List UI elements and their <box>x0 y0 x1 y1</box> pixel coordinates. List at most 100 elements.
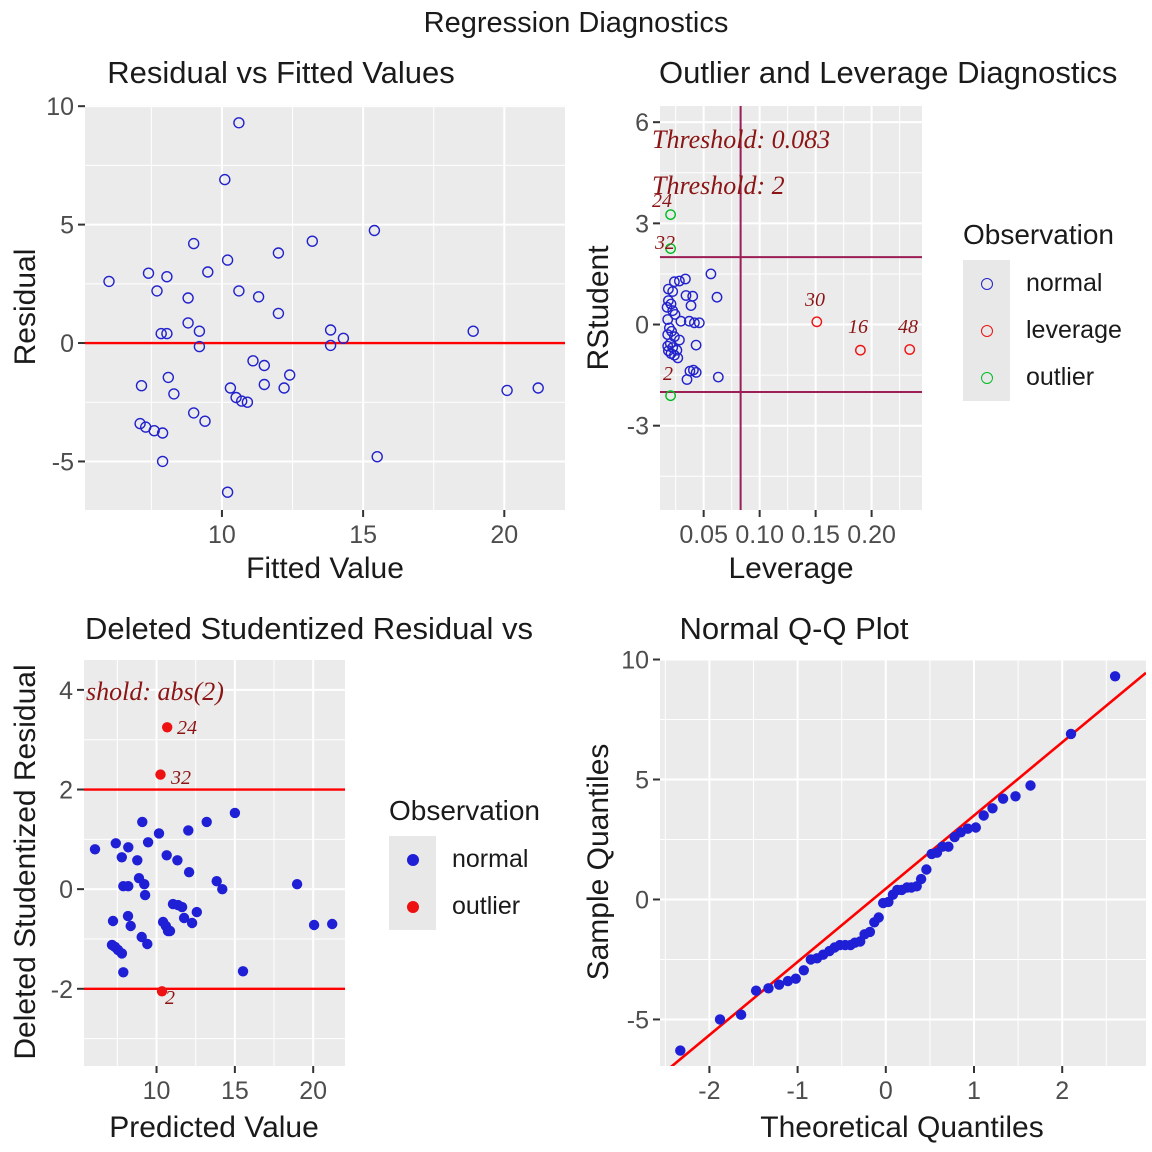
y-tick-label: 0 <box>635 312 649 340</box>
legend-entry-outlier: outlier <box>963 354 1122 401</box>
normal-point <box>693 317 705 329</box>
normal-point <box>224 382 237 394</box>
legend-label: normal <box>452 845 529 873</box>
sample-point <box>675 1045 686 1056</box>
sample-point <box>962 823 973 834</box>
series-outlier <box>665 209 676 402</box>
annotation-text: 32 <box>170 767 191 789</box>
normal-point <box>118 967 129 978</box>
normal-point <box>202 266 214 278</box>
normal-point <box>187 237 200 250</box>
annotation-text: 24 <box>652 190 672 212</box>
normal-point <box>182 292 194 304</box>
normal-point <box>186 917 198 929</box>
figure-title: Regression Diagnostics <box>423 7 729 39</box>
normal-point <box>661 301 673 313</box>
normal-point <box>155 327 167 340</box>
normal-point <box>132 855 143 866</box>
normal-point <box>103 275 115 288</box>
sample-point <box>773 979 785 990</box>
legend-key <box>963 307 1010 354</box>
normal-point <box>233 285 245 297</box>
normal-point <box>178 912 190 924</box>
outlier-point <box>156 986 168 997</box>
panel-normal-qq-plot: -2 -1 0 1 2 10 5 0 -5 <box>621 647 1146 1105</box>
normal-point <box>211 876 222 887</box>
annotation-text: 48 <box>898 316 918 338</box>
leverage-point-icon <box>980 324 993 337</box>
outlier-point <box>665 243 676 255</box>
y-tick-label: -3 <box>627 413 649 441</box>
panel-residual-vs-fitted: 10 15 20 10 5 0 -5 <box>46 93 565 549</box>
outlier-point <box>162 722 173 733</box>
legend-key <box>389 883 436 930</box>
normal-point <box>123 842 134 853</box>
sample-point <box>763 983 774 994</box>
y-axis-label-rstudent: RStudent <box>582 245 615 371</box>
normal-point <box>168 388 180 400</box>
x-tick-label: -2 <box>698 1077 720 1105</box>
legend-title: Observation <box>963 219 1114 250</box>
normal-point <box>690 339 702 351</box>
normal-point <box>187 407 200 419</box>
normal-point <box>156 427 169 439</box>
x-axis-label-theoretical-quantiles: Theoretical Quantiles <box>760 1111 1044 1144</box>
normal-point <box>674 334 685 346</box>
normal-point <box>110 838 122 849</box>
normal-point <box>182 317 194 329</box>
normal-point <box>123 881 134 892</box>
panel-title-residual-vs-fitted: Residual vs Fitted Values <box>107 55 455 90</box>
normal-point <box>324 324 337 336</box>
normal-point <box>672 352 684 364</box>
annotation-text: shold: abs(2) <box>86 677 224 706</box>
normal-point <box>675 315 687 327</box>
leverage-point <box>904 344 916 355</box>
legend-entry-leverage: leverage <box>963 307 1122 354</box>
x-tick-label: 1 <box>967 1077 981 1105</box>
normal-point <box>107 915 119 927</box>
normal-point <box>705 268 717 280</box>
normal-point <box>247 355 259 367</box>
legend-label: normal <box>1026 269 1103 297</box>
normal-point <box>272 247 285 259</box>
x-tick-label: 0 <box>879 1077 893 1105</box>
normal-point <box>142 938 153 950</box>
normal-point <box>116 852 128 863</box>
normal-point <box>327 918 338 930</box>
y-tick-label: -5 <box>627 1006 649 1034</box>
normal-point <box>689 317 700 329</box>
annotation-text: 2 <box>663 363 673 385</box>
annotation-text: 32 <box>654 232 675 254</box>
sample-point <box>997 793 1009 804</box>
normal-point <box>674 275 685 287</box>
sample-point <box>943 841 954 852</box>
normal-point <box>161 327 173 340</box>
normal-point <box>284 369 296 381</box>
normal-point <box>662 314 674 325</box>
normal-point <box>122 910 134 922</box>
x-tick-label: 20 <box>299 1077 327 1105</box>
y-axis-label-deleted-studentized-residual: Deleted Studentized Residual <box>9 664 42 1060</box>
legend-key <box>963 260 1010 307</box>
y-tick-label: 10 <box>46 93 74 121</box>
annotation-text: 24 <box>177 717 197 739</box>
annotation-text: 30 <box>804 289 825 311</box>
x-tick-label: 0.05 <box>679 521 728 549</box>
normal-point <box>669 349 680 361</box>
x-tick-label: 0.20 <box>847 521 896 549</box>
series-normal <box>103 117 544 498</box>
sample-point <box>714 1014 726 1025</box>
sample-point <box>1109 671 1121 682</box>
normal-point <box>116 948 128 959</box>
series-leverage <box>811 316 916 356</box>
normal-point <box>680 290 692 301</box>
legend-observation-bottom-left: Observation normal outlier <box>389 795 540 930</box>
panel-title-deleted-studentized: Deleted Studentized Residual vs <box>85 611 534 646</box>
normal-point <box>199 415 211 427</box>
normal-point <box>136 931 147 943</box>
legend-entry-normal: normal <box>389 836 540 883</box>
normal-point <box>663 295 674 306</box>
